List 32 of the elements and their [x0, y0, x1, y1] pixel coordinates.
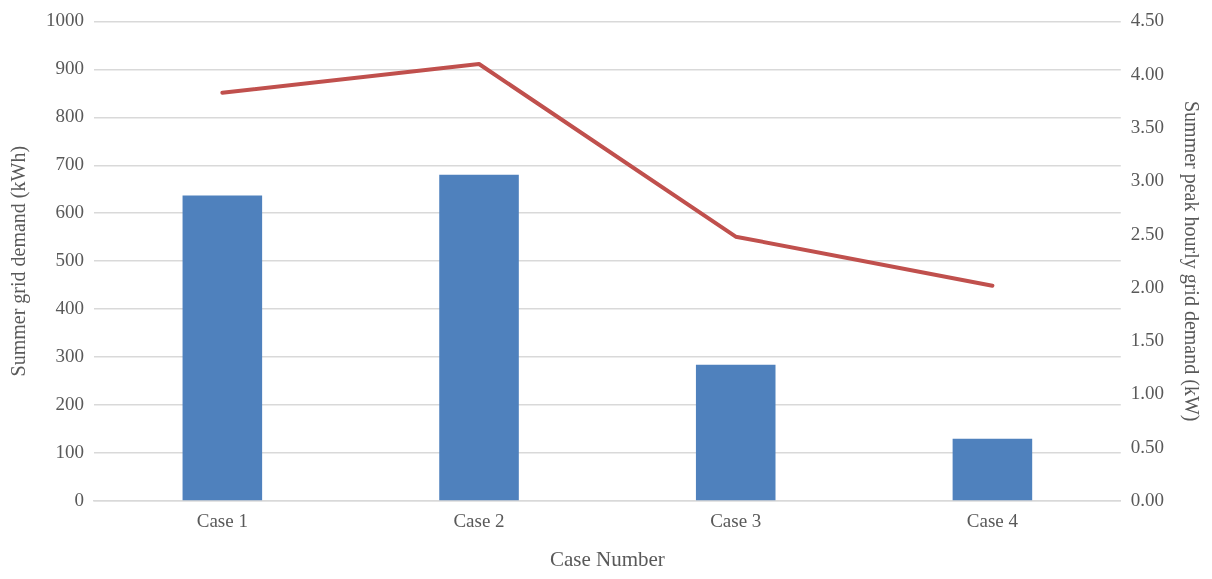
y2-tick-label: 3.50 [1130, 115, 1164, 137]
y-tick-label: 600 [55, 201, 84, 223]
y-tick-label: 400 [55, 297, 84, 319]
y-tick-label: 1000 [46, 9, 84, 31]
y-tick-label: 800 [55, 105, 84, 127]
x-tick-label: Case 3 [710, 510, 762, 532]
bar [952, 438, 1033, 501]
x-tick-label: Case 4 [966, 510, 1019, 532]
y2-tick-label: 2.50 [1130, 222, 1164, 244]
y-tick-label: 900 [55, 57, 84, 79]
y2-tick-label: 0.50 [1130, 435, 1164, 457]
y-tick-label: 700 [55, 153, 84, 175]
y2-tick-label: 2.00 [1130, 275, 1164, 297]
y-tick-label: 500 [55, 249, 84, 271]
y-tick-label: 100 [55, 441, 84, 463]
y2-tick-label: 0.00 [1130, 488, 1164, 510]
x-tick-label: Case 1 [196, 510, 248, 532]
bar [695, 364, 776, 501]
y-axis-title: Summer grid demand (kWh) [7, 145, 31, 377]
bar [439, 174, 519, 501]
x-axis-title: Case Number [549, 546, 665, 571]
y2-tick-label: 1.50 [1130, 329, 1164, 351]
x-tick-label: Case 2 [453, 510, 505, 532]
y-tick-label: 300 [55, 345, 84, 367]
y-tick-label: 0 [74, 488, 84, 510]
y-tick-label: 200 [55, 393, 84, 415]
y2-tick-label: 4.50 [1130, 9, 1164, 31]
y2-tick-label: 1.00 [1130, 382, 1164, 404]
y2-axis-title: Summer peak hourly grid demand (kW) [1179, 100, 1203, 422]
y2-tick-label: 3.00 [1130, 169, 1164, 191]
bar [182, 195, 263, 501]
y2-tick-label: 4.00 [1130, 62, 1164, 84]
